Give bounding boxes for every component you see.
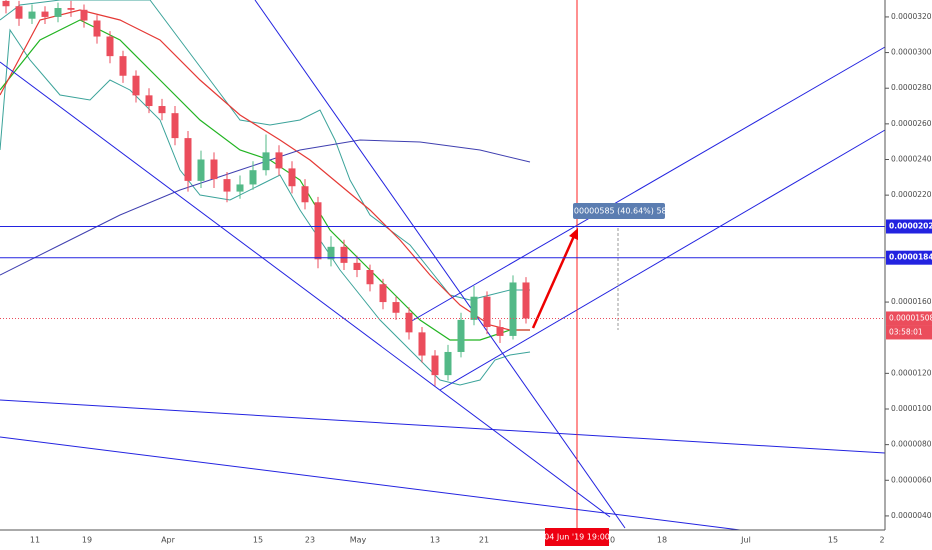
crosshair-label: 04 Jun '19 19:00 xyxy=(544,533,610,542)
candle-body xyxy=(2,0,10,7)
candle-body xyxy=(158,106,166,114)
trendline xyxy=(254,0,626,529)
candle-body xyxy=(353,262,361,270)
x-tick-label: 18 xyxy=(657,536,667,545)
candle-body xyxy=(509,282,517,336)
trendlines xyxy=(0,0,886,531)
x-tick-label: 15 xyxy=(253,536,263,545)
candle-body xyxy=(275,152,283,169)
last-price-badge xyxy=(886,311,932,326)
arrow-head xyxy=(569,228,578,240)
candle-body xyxy=(249,170,257,185)
candle-body xyxy=(392,302,400,313)
candle-body xyxy=(93,20,101,37)
x-tick-label: 13 xyxy=(430,536,440,545)
trendline xyxy=(0,399,886,454)
candle-body xyxy=(236,184,244,192)
candle-body xyxy=(470,296,478,320)
candle-body xyxy=(54,8,62,17)
candle-body xyxy=(80,9,88,21)
y-tick-label: 0.00002800 xyxy=(891,83,932,92)
y-tick-label: 0.00000400 xyxy=(891,511,932,520)
price-line-label: 0.00002024 xyxy=(889,222,932,231)
y-tick-label: 0.00002200 xyxy=(891,190,932,199)
candle-body xyxy=(301,186,309,203)
x-tick-label: 2 xyxy=(879,536,884,545)
candle-body xyxy=(366,269,374,285)
x-tick-label: 15 xyxy=(828,536,838,545)
candle-body xyxy=(483,296,491,328)
candle-body xyxy=(418,332,426,356)
x-tick-label: May xyxy=(350,536,367,545)
candle-body xyxy=(210,159,218,180)
x-tick-label: 19 xyxy=(82,536,92,545)
y-tick-label: 0.00003000 xyxy=(891,48,932,57)
candle-body xyxy=(327,246,335,260)
countdown-label: 03:58:01 xyxy=(889,327,923,336)
candle-body xyxy=(145,95,153,107)
measure-label: 0.00000585 (40.64%) 585 xyxy=(566,207,671,216)
candle-body xyxy=(15,6,23,19)
price-line-label: 0.00001849 xyxy=(889,253,932,262)
price-axis xyxy=(885,0,932,550)
candle-body xyxy=(119,56,127,76)
candle-body xyxy=(444,351,452,376)
y-tick-label: 0.00001200 xyxy=(891,368,932,377)
last-price-label: 0.00001508 xyxy=(889,313,932,322)
y-tick-label: 0.00001600 xyxy=(891,297,932,306)
candle-body xyxy=(197,159,205,181)
trendline xyxy=(0,436,741,531)
price-line-badge xyxy=(886,250,932,265)
candles xyxy=(2,0,530,386)
trendline xyxy=(439,129,886,391)
y-tick-label: 0.00002600 xyxy=(891,119,932,128)
x-tick-label: 10 xyxy=(605,536,615,545)
candle-body xyxy=(28,11,36,19)
candle-body xyxy=(288,168,296,187)
y-tick-label: 0.00000800 xyxy=(891,440,932,449)
indicators xyxy=(0,0,531,386)
x-tick-label: 21 xyxy=(479,536,489,545)
candle-body xyxy=(405,312,413,333)
candle-body xyxy=(171,113,179,139)
arrow xyxy=(531,235,576,329)
candle-body xyxy=(496,327,504,336)
candle-body xyxy=(106,36,114,57)
trendline xyxy=(0,61,611,518)
candle-body xyxy=(522,282,530,319)
candle-body xyxy=(262,152,270,171)
candle-body xyxy=(132,75,140,96)
crosshair-badge xyxy=(545,528,609,546)
x-tick-label: 23 xyxy=(305,536,315,545)
candle-body xyxy=(379,284,387,303)
x-tick-label: Jul xyxy=(740,536,751,545)
x-tick-label: Apr xyxy=(161,536,176,545)
price-line-badge xyxy=(886,219,932,234)
candle-body xyxy=(223,179,231,192)
candle-body xyxy=(457,319,465,352)
measure-box xyxy=(573,203,665,219)
y-tick-label: 0.00002400 xyxy=(891,154,932,163)
candle-body xyxy=(431,355,439,376)
candle-body xyxy=(41,11,49,17)
y-tick-label: 0.00001000 xyxy=(891,404,932,413)
candle-body xyxy=(184,138,192,181)
candle-body xyxy=(314,202,322,260)
y-tick-label: 0.00000600 xyxy=(891,475,932,484)
x-tick-label: 11 xyxy=(30,536,40,545)
trendline xyxy=(409,46,886,323)
countdown-badge xyxy=(886,325,932,340)
y-tick-label: 0.00003200 xyxy=(891,12,932,21)
candle-body xyxy=(340,246,348,263)
candle-body xyxy=(67,8,75,10)
